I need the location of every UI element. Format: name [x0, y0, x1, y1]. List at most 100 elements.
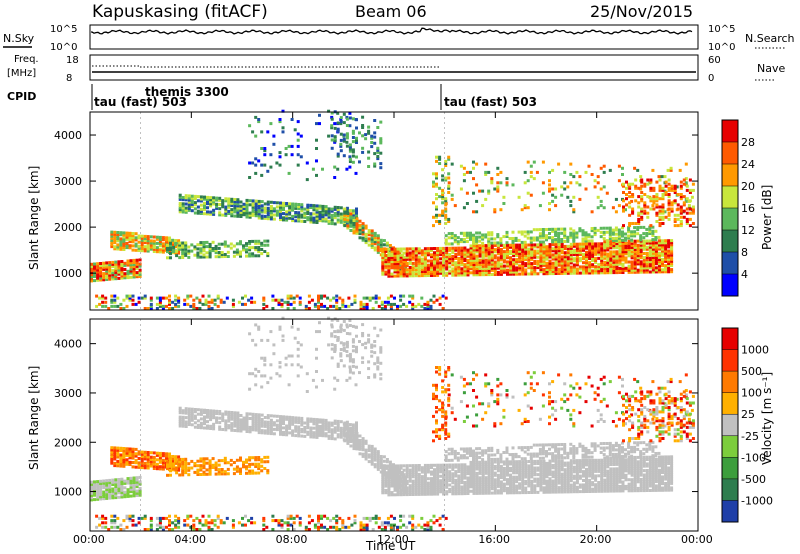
range-cell: [499, 266, 503, 270]
range-cell: [99, 482, 103, 485]
range-cell: [396, 266, 400, 270]
range-cell: [405, 270, 409, 274]
range-cell: [303, 430, 307, 434]
range-cell: [146, 245, 150, 249]
range-cell: [651, 229, 655, 233]
range-cell: [146, 239, 150, 243]
range-cell: [266, 239, 270, 243]
range-cell: [346, 212, 350, 215]
range-cell: [411, 486, 415, 490]
range-cell: [254, 241, 258, 245]
range-cell: [451, 269, 455, 273]
range-cell: [282, 419, 285, 423]
range-cell: [664, 249, 668, 253]
range-cell: [408, 268, 412, 272]
range-cell: [318, 219, 322, 223]
range-cell: [609, 242, 613, 246]
range-cell: [224, 207, 228, 211]
range-cell: [343, 220, 347, 223]
range-cell: [600, 244, 604, 248]
range-cell: [330, 218, 334, 221]
range-cell: [673, 184, 677, 188]
range-cell: [383, 307, 387, 310]
range-cell: [138, 272, 142, 276]
range-cell: [333, 212, 337, 215]
range-cell: [691, 222, 695, 225]
range-cell: [134, 454, 138, 458]
range-cell: [563, 233, 567, 237]
range-cell: [605, 226, 609, 230]
range-cell: [345, 136, 349, 140]
range-cell: [628, 201, 632, 205]
range-cell: [649, 178, 653, 182]
range-cell: [441, 201, 445, 205]
range-cell: [615, 250, 619, 254]
range-cell: [436, 255, 440, 259]
range-cell: [472, 160, 475, 164]
range-cell: [223, 244, 227, 248]
range-cell: [251, 211, 255, 215]
range-cell: [667, 178, 671, 182]
range-cell: [691, 205, 695, 209]
range-cell: [457, 474, 461, 478]
range-cell: [330, 222, 334, 226]
range-cell: [226, 461, 230, 465]
range-cell: [463, 259, 467, 262]
range-cell: [113, 457, 117, 461]
range-cell: [381, 258, 385, 262]
range-cell: [585, 267, 588, 271]
range-cell: [606, 248, 610, 252]
range-cell: [554, 234, 558, 237]
range-cell: [117, 489, 121, 493]
range-cell: [591, 263, 595, 267]
range-cell: [227, 199, 231, 203]
range-cell: [539, 253, 543, 257]
range-cell: [496, 250, 500, 254]
range-cell: [117, 482, 121, 486]
range-cell: [404, 484, 408, 488]
range-cell: [588, 250, 592, 254]
range-cell: [390, 491, 394, 495]
range-cell: [608, 237, 612, 240]
range-cell: [321, 211, 325, 215]
range-cell: [209, 204, 213, 208]
range-cell: [423, 272, 427, 275]
range-cell: [207, 307, 211, 310]
range-cell: [158, 248, 162, 252]
range-cell: [617, 232, 621, 236]
range-cell: [113, 300, 117, 304]
range-cell: [572, 259, 576, 263]
range-cell: [381, 260, 385, 264]
range-cell: [304, 304, 308, 308]
range-cell: [288, 206, 292, 210]
range-cell: [381, 480, 385, 484]
range-cell: [161, 465, 165, 469]
range-cell: [611, 230, 615, 234]
range-cell: [594, 267, 598, 271]
range-cell: [523, 230, 527, 234]
range-cell: [203, 417, 206, 421]
range-cell: [390, 262, 394, 266]
range-cell: [140, 466, 144, 470]
range-cell: [339, 142, 343, 146]
range-cell: [554, 272, 558, 275]
range-cell: [654, 245, 658, 249]
range-cell: [615, 260, 619, 264]
range-cell: [405, 255, 409, 259]
range-cell: [411, 468, 415, 472]
range-cell: [505, 230, 509, 234]
range-cell: [533, 255, 537, 259]
range-cell: [481, 487, 485, 491]
range-cell: [221, 416, 225, 420]
range-cell: [462, 173, 466, 176]
range-cell: [324, 434, 328, 438]
range-cell: [600, 269, 604, 273]
range-cell: [481, 491, 485, 495]
range-cell: [311, 167, 315, 171]
range-cell: [502, 270, 506, 274]
range-cell: [181, 198, 185, 202]
range-cell: [105, 492, 109, 496]
range-cell: [658, 186, 662, 190]
range-cell: [257, 428, 261, 432]
range-cell: [670, 241, 674, 245]
